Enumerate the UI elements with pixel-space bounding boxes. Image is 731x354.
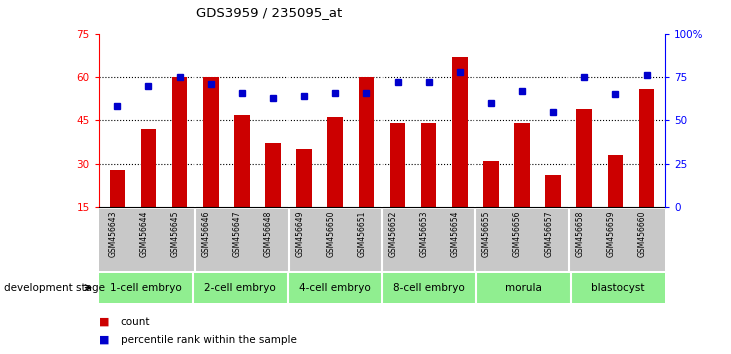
- Text: GSM456658: GSM456658: [575, 211, 584, 257]
- Bar: [639, 88, 654, 207]
- Text: 8-cell embryo: 8-cell embryo: [393, 282, 465, 293]
- Text: GSM456659: GSM456659: [607, 211, 616, 257]
- Bar: [577, 109, 592, 207]
- Text: GSM456648: GSM456648: [264, 211, 273, 257]
- Text: GSM456656: GSM456656: [513, 211, 522, 257]
- Bar: [327, 118, 343, 207]
- Text: 1-cell embryo: 1-cell embryo: [110, 282, 182, 293]
- Text: GSM456651: GSM456651: [357, 211, 366, 257]
- Bar: [359, 77, 374, 207]
- Text: percentile rank within the sample: percentile rank within the sample: [121, 335, 297, 345]
- Bar: [172, 77, 187, 207]
- Bar: [140, 129, 156, 207]
- Text: GSM456653: GSM456653: [420, 211, 428, 257]
- Text: 4-cell embryo: 4-cell embryo: [299, 282, 371, 293]
- Text: GSM456650: GSM456650: [326, 211, 336, 257]
- Text: morula: morula: [505, 282, 542, 293]
- Text: GSM456657: GSM456657: [544, 211, 553, 257]
- Text: GSM456647: GSM456647: [233, 211, 242, 257]
- Text: ■: ■: [99, 335, 109, 345]
- Bar: [234, 115, 250, 207]
- Text: development stage: development stage: [4, 282, 105, 293]
- Text: GSM456660: GSM456660: [637, 211, 646, 257]
- Bar: [545, 175, 561, 207]
- Text: GSM456655: GSM456655: [482, 211, 491, 257]
- Bar: [296, 149, 312, 207]
- Text: GSM456654: GSM456654: [451, 211, 460, 257]
- Bar: [483, 161, 499, 207]
- Text: blastocyst: blastocyst: [591, 282, 645, 293]
- Bar: [390, 123, 405, 207]
- Bar: [607, 155, 624, 207]
- Text: GSM456652: GSM456652: [388, 211, 398, 257]
- Bar: [421, 123, 436, 207]
- Text: GSM456645: GSM456645: [170, 211, 180, 257]
- Bar: [265, 143, 281, 207]
- Text: GSM456644: GSM456644: [140, 211, 148, 257]
- Bar: [110, 170, 125, 207]
- Text: ■: ■: [99, 317, 109, 327]
- Text: GSM456646: GSM456646: [202, 211, 211, 257]
- Text: count: count: [121, 317, 150, 327]
- Bar: [514, 123, 530, 207]
- Text: GSM456643: GSM456643: [108, 211, 118, 257]
- Text: 2-cell embryo: 2-cell embryo: [205, 282, 276, 293]
- Bar: [203, 77, 219, 207]
- Bar: [452, 57, 468, 207]
- Text: GSM456649: GSM456649: [295, 211, 304, 257]
- Text: GDS3959 / 235095_at: GDS3959 / 235095_at: [195, 6, 342, 19]
